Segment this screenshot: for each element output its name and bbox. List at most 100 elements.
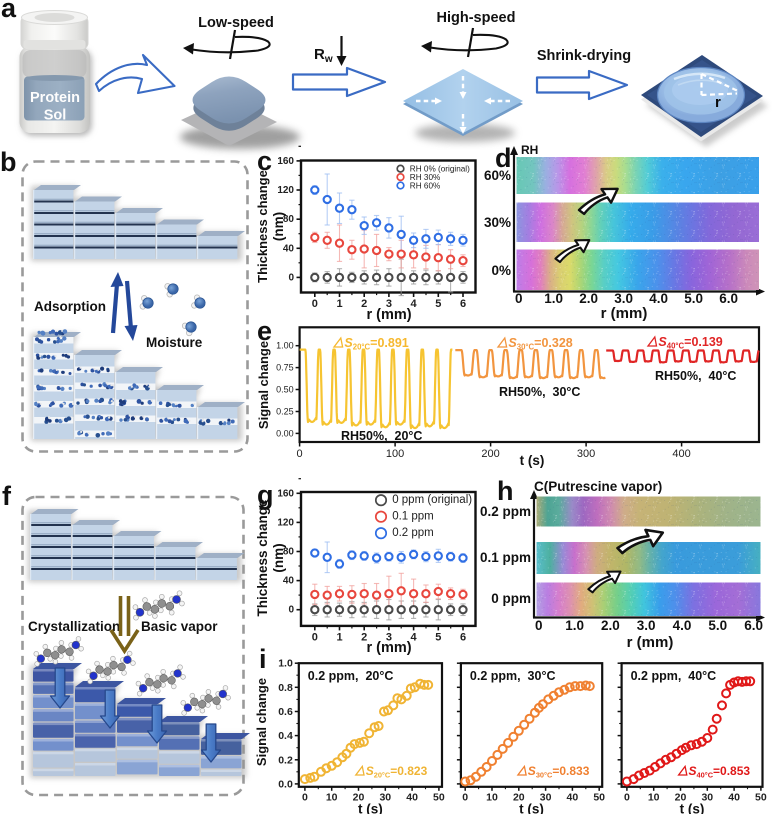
svg-text:400: 400 [672,448,690,460]
svg-text:High-speed: High-speed [437,10,516,26]
svg-text:160: 160 [277,488,294,499]
svg-text:5.0: 5.0 [684,291,703,306]
svg-text:RH 30%: RH 30% [410,173,441,182]
svg-text:5: 5 [435,631,441,643]
svg-text:0: 0 [297,448,303,460]
svg-text:3: 3 [386,298,392,310]
svg-text:(nm): (nm) [271,543,286,572]
svg-text:0.4: 0.4 [278,730,293,742]
svg-text:1.00: 1.00 [276,341,294,351]
svg-text:120: 120 [277,185,294,196]
svg-text:r (mm): r (mm) [366,640,411,656]
svg-text:t (s): t (s) [520,453,545,468]
svg-text:4: 4 [411,631,418,643]
svg-text:0 ppm: 0 ppm [491,591,531,606]
svg-text:S30°C=0.328: S30°C=0.328 [508,336,572,352]
svg-text:20: 20 [353,791,365,803]
svg-text:0.2 ppm: 0.2 ppm [392,527,434,539]
svg-text:6.0: 6.0 [744,618,763,633]
svg-text:40: 40 [406,791,418,803]
svg-text:RH 0% (original): RH 0% (original) [410,165,470,174]
svg-text:3.0: 3.0 [614,291,633,306]
svg-text:1.0: 1.0 [278,658,293,670]
svg-text:200: 200 [481,448,499,460]
svg-text:0.8: 0.8 [278,682,293,694]
svg-text:30%: 30% [484,215,511,230]
svg-text:0: 0 [312,631,318,643]
svg-text:0: 0 [302,791,308,803]
svg-text:b: b [0,147,17,177]
svg-text:Adsorption: Adsorption [34,299,106,314]
svg-text:c: c [257,146,272,176]
svg-text:3: 3 [386,631,392,643]
svg-text:0.0: 0.0 [278,778,293,790]
svg-text:0: 0 [288,272,294,283]
svg-text:0: 0 [624,791,630,803]
svg-text:i: i [259,644,267,674]
svg-text:e: e [257,316,272,346]
svg-text:40: 40 [728,791,740,803]
svg-text:h: h [497,476,514,506]
svg-text:4.0: 4.0 [673,618,692,633]
svg-text:S20°C=0.823: S20°C=0.823 [366,764,428,780]
svg-text:0 ppm (original): 0 ppm (original) [392,494,472,506]
svg-text:1: 1 [336,631,342,643]
svg-text:10: 10 [648,791,660,803]
svg-text:0.2 ppm, 20°C: 0.2 ppm, 20°C [308,669,394,683]
svg-text:t (s): t (s) [680,801,705,814]
svg-text:1.0: 1.0 [544,291,563,306]
svg-text:0: 0 [312,298,318,310]
svg-text:30: 30 [379,791,391,803]
svg-text:0.1 ppm: 0.1 ppm [480,550,531,565]
svg-text:300: 300 [577,448,595,460]
svg-text:C(Putrescine vapor): C(Putrescine vapor) [534,479,662,494]
svg-text:3.0: 3.0 [637,618,656,633]
svg-text:0.6: 0.6 [278,706,293,718]
svg-text:r: r [715,94,721,111]
svg-text:40: 40 [283,576,295,587]
svg-text:0.1 ppm: 0.1 ppm [392,511,434,523]
svg-text:0.2 ppm, 40°C: 0.2 ppm, 40°C [631,669,717,683]
svg-text:0.50: 0.50 [276,385,294,395]
svg-text:d: d [495,143,512,173]
svg-text:Thickness change: Thickness change [255,499,270,617]
svg-text:100: 100 [386,448,404,460]
svg-text:0: 0 [288,605,294,616]
svg-text:0.2: 0.2 [278,754,293,766]
svg-text:40: 40 [283,243,295,254]
svg-text:80: 80 [283,214,295,225]
svg-text:Crystallization: Crystallization [28,619,120,634]
svg-text:160: 160 [277,156,294,167]
svg-text:20: 20 [675,791,687,803]
svg-text:Protein: Protein [30,90,80,106]
svg-text:S20°C=0.891: S20°C=0.891 [344,336,408,352]
svg-text:120: 120 [277,517,294,528]
svg-text:0%: 0% [491,263,511,278]
svg-text:4: 4 [411,298,418,310]
svg-text:Low-speed: Low-speed [198,15,274,31]
svg-text:50: 50 [433,791,445,803]
svg-text:S40°C=0.139: S40°C=0.139 [658,335,722,351]
svg-text:Shrink-drying: Shrink-drying [537,48,631,64]
svg-text:0: 0 [535,618,543,633]
svg-text:r (mm): r (mm) [366,307,411,323]
svg-text:1.0: 1.0 [565,618,584,633]
svg-text:f: f [2,481,12,511]
svg-text:RH50%, 40°C: RH50%, 40°C [655,369,736,383]
svg-text:t (s): t (s) [519,801,544,814]
svg-text:RH 60%: RH 60% [410,181,441,190]
svg-text:Signal change: Signal change [254,678,269,766]
svg-text:50: 50 [755,791,767,803]
svg-text:0.75: 0.75 [276,363,294,373]
svg-text:2.0: 2.0 [601,618,620,633]
svg-text:Moisture: Moisture [146,335,203,350]
svg-text:2: 2 [361,298,367,310]
svg-text:S30°C=0.833: S30°C=0.833 [528,764,590,780]
svg-text:r (mm): r (mm) [627,634,674,651]
svg-text:6: 6 [460,631,466,643]
svg-text:10: 10 [486,791,498,803]
svg-text:5.0: 5.0 [708,618,727,633]
svg-text:RH: RH [521,143,538,157]
svg-text:RH50%, 30°C: RH50%, 30°C [499,385,580,399]
svg-text:g: g [257,480,274,510]
